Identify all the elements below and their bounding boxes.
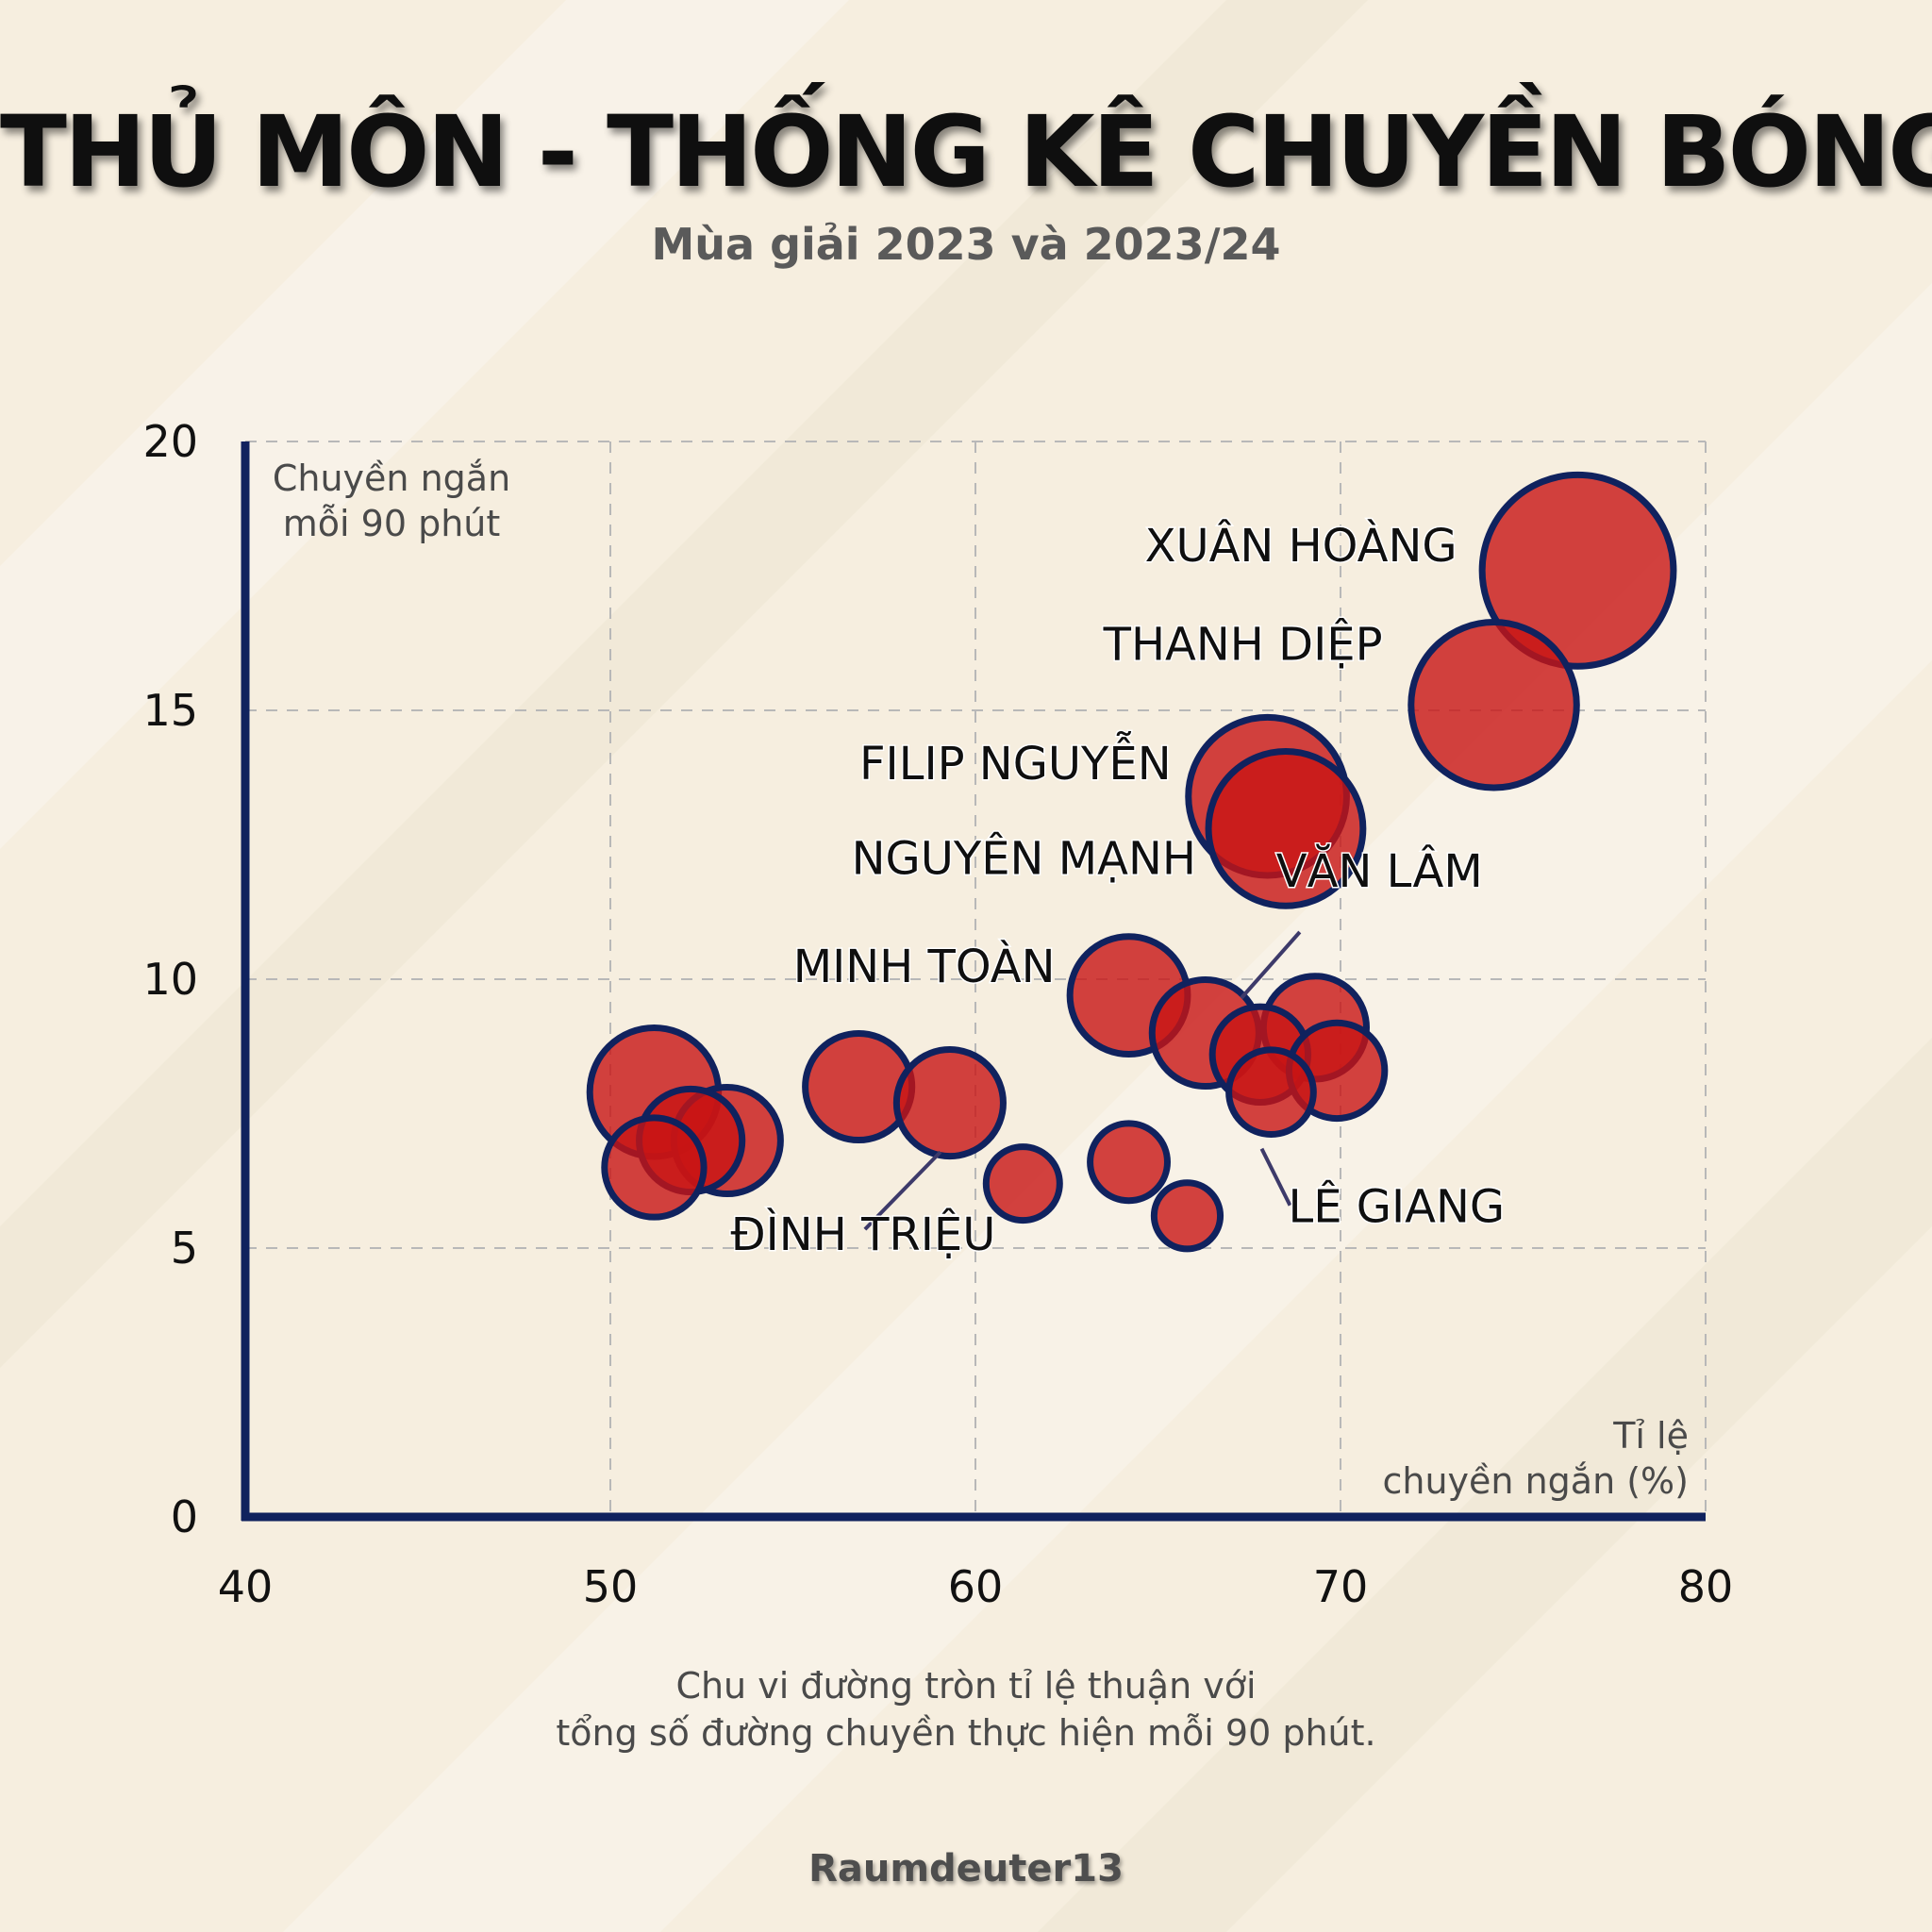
chart-title: THỦ MÔN - THỐNG KÊ CHUYỀN BÓNG bbox=[0, 94, 1932, 209]
point-label: XUÂN HOÀNG bbox=[1145, 519, 1457, 573]
bubble-point bbox=[601, 1114, 708, 1221]
bubble-point bbox=[1478, 471, 1677, 670]
leader-line bbox=[863, 1150, 942, 1231]
bubbles bbox=[586, 471, 1677, 1253]
y-tick-label: 10 bbox=[142, 954, 198, 1005]
leader-line bbox=[1259, 1147, 1292, 1207]
tick-labels: 40 50 60 70 80 0 5 10 15 20 bbox=[142, 416, 1733, 1612]
chart-subtitle: Mùa giải 2023 và 2023/24 bbox=[651, 219, 1281, 270]
y-tick-label: 5 bbox=[171, 1223, 198, 1274]
footnote-line-2: tổng số đường chuyền thực hiện mỗi 90 ph… bbox=[556, 1712, 1376, 1754]
x-tick-label: 50 bbox=[583, 1561, 639, 1612]
label-leader-lines bbox=[863, 930, 1302, 1231]
point-label: ĐÌNH TRIỆU bbox=[730, 1208, 995, 1261]
bubble-point bbox=[1225, 1046, 1317, 1139]
bubble-point bbox=[1087, 1120, 1171, 1205]
point-labels: XUÂN HOÀNG THANH DIỆP FILIP NGUYỄN NGUYÊN M… bbox=[729, 517, 1507, 1262]
x-tick-label: 70 bbox=[1313, 1561, 1369, 1612]
grid-lines bbox=[245, 441, 1707, 1517]
point-label: NGUYÊN MẠNH bbox=[852, 831, 1196, 885]
x-axis-title: Tỉ lệ chuyền ngắn (%) bbox=[1382, 1415, 1689, 1502]
x-tick-label: 40 bbox=[218, 1561, 274, 1612]
y-tick-label: 0 bbox=[171, 1491, 198, 1542]
point-label: FILIP NGUYỄN bbox=[859, 731, 1172, 791]
footnote-line-1: Chu vi đường tròn tỉ lệ thuận với bbox=[675, 1665, 1257, 1707]
point-label: VĂN LÂM bbox=[1276, 843, 1483, 898]
point-label: THANH DIỆP bbox=[1103, 617, 1383, 671]
point-label: LÊ GIANG bbox=[1288, 1180, 1505, 1234]
point-label: MINH TOÀN bbox=[793, 940, 1056, 993]
bubble-point bbox=[982, 1143, 1063, 1224]
bubble-point bbox=[1205, 748, 1367, 909]
leader-line bbox=[1240, 930, 1302, 1000]
y-tick-label: 15 bbox=[142, 685, 198, 736]
y-tick-label: 20 bbox=[142, 416, 198, 467]
author-credit: Raumdeuter13 bbox=[808, 1847, 1124, 1890]
axis-titles: Chuyền ngắn mỗi 90 phút Tỉ lệ chuyền ngắn (… bbox=[273, 458, 1689, 1502]
bubble-point bbox=[1150, 1179, 1224, 1253]
bubble-point bbox=[892, 1046, 1007, 1160]
y-axis-title: Chuyền ngắn mỗi 90 phút bbox=[273, 458, 510, 544]
bubble-point bbox=[1407, 619, 1580, 791]
axes bbox=[241, 441, 1706, 1522]
size-footnote: Chu vi đường tròn tỉ lệ thuận với tổng s… bbox=[0, 1662, 1932, 1757]
x-tick-label: 80 bbox=[1678, 1561, 1734, 1612]
x-tick-label: 60 bbox=[948, 1561, 1004, 1612]
